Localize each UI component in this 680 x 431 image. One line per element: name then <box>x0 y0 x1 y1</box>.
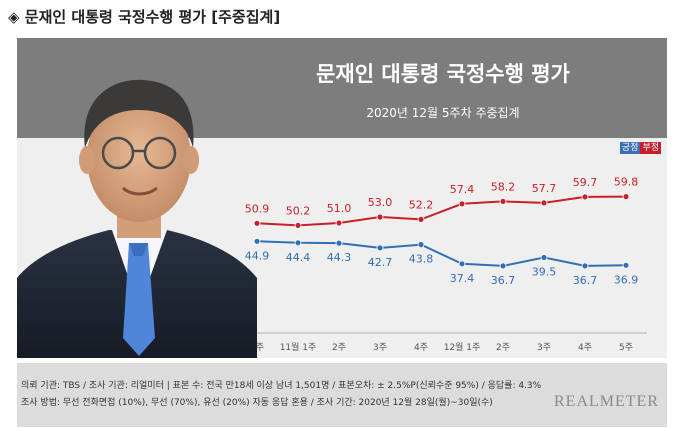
data-point-negative <box>253 219 261 227</box>
data-label-positive: 44.3 <box>327 251 352 264</box>
data-point-negative <box>581 193 589 201</box>
survey-info-line1: 의뢰 기관: TBS / 조사 기관: 리얼미터 | 표본 수: 전국 만18세… <box>21 381 542 391</box>
data-point-positive <box>253 237 261 245</box>
data-label-positive: 36.7 <box>573 274 598 287</box>
data-point-positive <box>458 260 466 268</box>
data-label-negative: 57.7 <box>532 182 557 195</box>
data-point-negative <box>499 197 507 205</box>
data-point-negative <box>540 199 548 207</box>
x-tick-label: 3주 <box>373 342 387 353</box>
data-label-positive: 36.9 <box>614 273 639 286</box>
chart-legend: 긍정 부정 <box>619 142 661 154</box>
data-point-positive <box>335 239 343 247</box>
legend-negative: 부정 <box>640 142 661 154</box>
data-point-negative <box>417 215 425 223</box>
legend-positive: 긍정 <box>619 142 641 154</box>
headline-text: 문재인 대통령 국정수행 평가 [주중집계] <box>24 8 281 26</box>
survey-info-footer: 의뢰 기관: TBS / 조사 기관: 리얼미터 | 표본 수: 전국 만18세… <box>17 363 667 427</box>
data-label-negative: 59.8 <box>614 176 639 189</box>
chart-title: 문재인 대통령 국정수행 평가 <box>316 62 570 86</box>
data-label-negative: 58.2 <box>491 180 516 193</box>
x-tick-label: 11월 1주 <box>280 341 317 353</box>
survey-info-line2: 조사 방법: 무선 전화면접 (10%), 무선 (70%), 유선 (20%)… <box>21 398 493 408</box>
chart-subtitle: 2020년 12월 5주차 주중집계 <box>366 106 520 120</box>
x-tick-label: 2주 <box>496 342 510 353</box>
data-label-positive: 36.7 <box>491 274 516 287</box>
data-label-negative: 52.2 <box>409 198 434 211</box>
series-line-positive <box>256 240 627 267</box>
data-label-positive: 44.9 <box>245 249 270 262</box>
data-label-positive: 37.4 <box>450 272 475 285</box>
data-label-positive: 42.7 <box>368 256 393 269</box>
data-point-positive <box>294 239 302 247</box>
data-point-positive <box>376 244 384 252</box>
chart-panel: 문재인 대통령 국정수행 평가 2020년 12월 5주차 주중집계 긍정 부정… <box>17 38 667 358</box>
realmeter-logo: REALMETER <box>554 393 659 410</box>
x-tick-label: 3주 <box>537 342 551 353</box>
data-point-positive <box>417 241 425 249</box>
diamond-icon: ◈ <box>8 8 20 26</box>
data-point-positive <box>581 262 589 270</box>
data-point-negative <box>294 221 302 229</box>
x-tick-label: 4주 <box>250 342 264 353</box>
data-label-negative: 59.7 <box>573 176 598 189</box>
x-tick-label: 4주 <box>414 342 428 353</box>
president-portrait <box>17 79 257 358</box>
page-headline: ◈ 문재인 대통령 국정수행 평가 [주중집계] <box>8 3 280 31</box>
x-tick-label: 5주 <box>619 342 633 353</box>
data-label-negative: 50.9 <box>245 202 270 215</box>
data-point-negative <box>458 200 466 208</box>
data-label-negative: 57.4 <box>450 183 475 196</box>
data-point-positive <box>540 254 548 261</box>
data-label-negative: 51.0 <box>327 202 352 215</box>
x-tick-label: 4주 <box>578 342 592 353</box>
data-point-positive <box>499 262 507 270</box>
line-chart: 4주 11월 1주 2주 3주 4주 12월 1주 2주 3주 4주 5주 44.9 44.4 44.3… <box>237 176 647 353</box>
data-point-negative <box>376 213 384 221</box>
data-point-negative <box>622 193 630 201</box>
data-point-positive <box>622 261 630 269</box>
data-label-positive: 43.8 <box>409 253 434 266</box>
x-tick-label: 2주 <box>332 342 346 353</box>
series-line-negative <box>256 195 627 227</box>
data-label-positive: 39.5 <box>532 266 557 279</box>
data-point-negative <box>335 219 343 227</box>
data-label-negative: 50.2 <box>286 204 311 217</box>
data-label-negative: 53.0 <box>368 196 393 209</box>
x-tick-label: 12월 1주 <box>444 341 481 353</box>
data-label-positive: 44.4 <box>286 251 311 264</box>
